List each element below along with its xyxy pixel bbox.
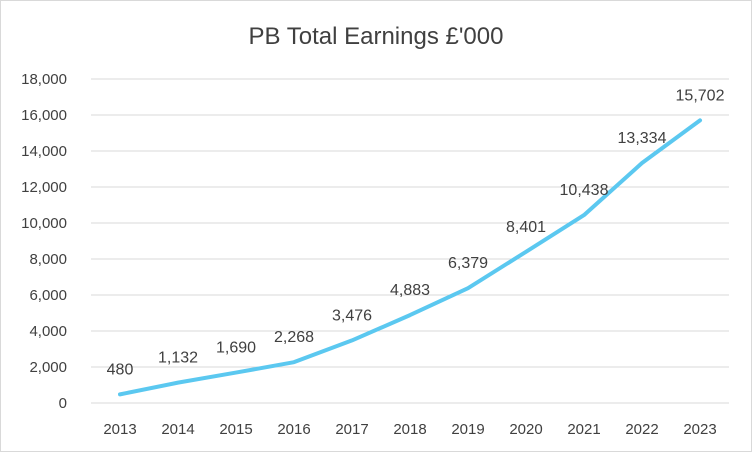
x-tick-label: 2018 — [393, 421, 426, 438]
y-tick-label: 6,000 — [29, 287, 67, 304]
data-label: 10,438 — [560, 182, 609, 199]
chart-title: PB Total Earnings £'000 — [248, 23, 504, 50]
data-label: 1,132 — [158, 350, 198, 367]
y-tick-label: 16,000 — [21, 107, 67, 124]
y-tick-label: 0 — [59, 395, 67, 412]
y-tick-label: 10,000 — [21, 215, 67, 232]
y-tick-label: 18,000 — [21, 71, 67, 88]
y-tick-label: 4,000 — [29, 323, 67, 340]
x-tick-label: 2013 — [103, 421, 136, 438]
y-tick-label: 12,000 — [21, 179, 67, 196]
x-tick-label: 2017 — [335, 421, 368, 438]
y-tick-label: 2,000 — [29, 359, 67, 376]
data-label: 2,268 — [274, 329, 314, 346]
y-tick-label: 14,000 — [21, 143, 67, 160]
x-tick-label: 2023 — [683, 421, 716, 438]
data-label: 4,883 — [390, 282, 430, 299]
x-tick-label: 2015 — [219, 421, 252, 438]
data-label: 13,334 — [618, 130, 667, 147]
series-line — [118, 118, 702, 397]
x-tick-label: 2021 — [567, 421, 600, 438]
data-label: 3,476 — [332, 307, 372, 324]
data-label: 8,401 — [506, 219, 546, 236]
x-tick-label: 2022 — [625, 421, 658, 438]
data-label: 1,690 — [216, 340, 256, 357]
x-tick-label: 2014 — [161, 421, 194, 438]
x-tick-label: 2016 — [277, 421, 310, 438]
x-tick-label: 2020 — [509, 421, 542, 438]
data-label: 6,379 — [448, 255, 488, 272]
data-label: 15,702 — [676, 87, 725, 104]
y-tick-label: 8,000 — [29, 251, 67, 268]
data-label: 480 — [107, 361, 134, 378]
x-tick-label: 2019 — [451, 421, 484, 438]
